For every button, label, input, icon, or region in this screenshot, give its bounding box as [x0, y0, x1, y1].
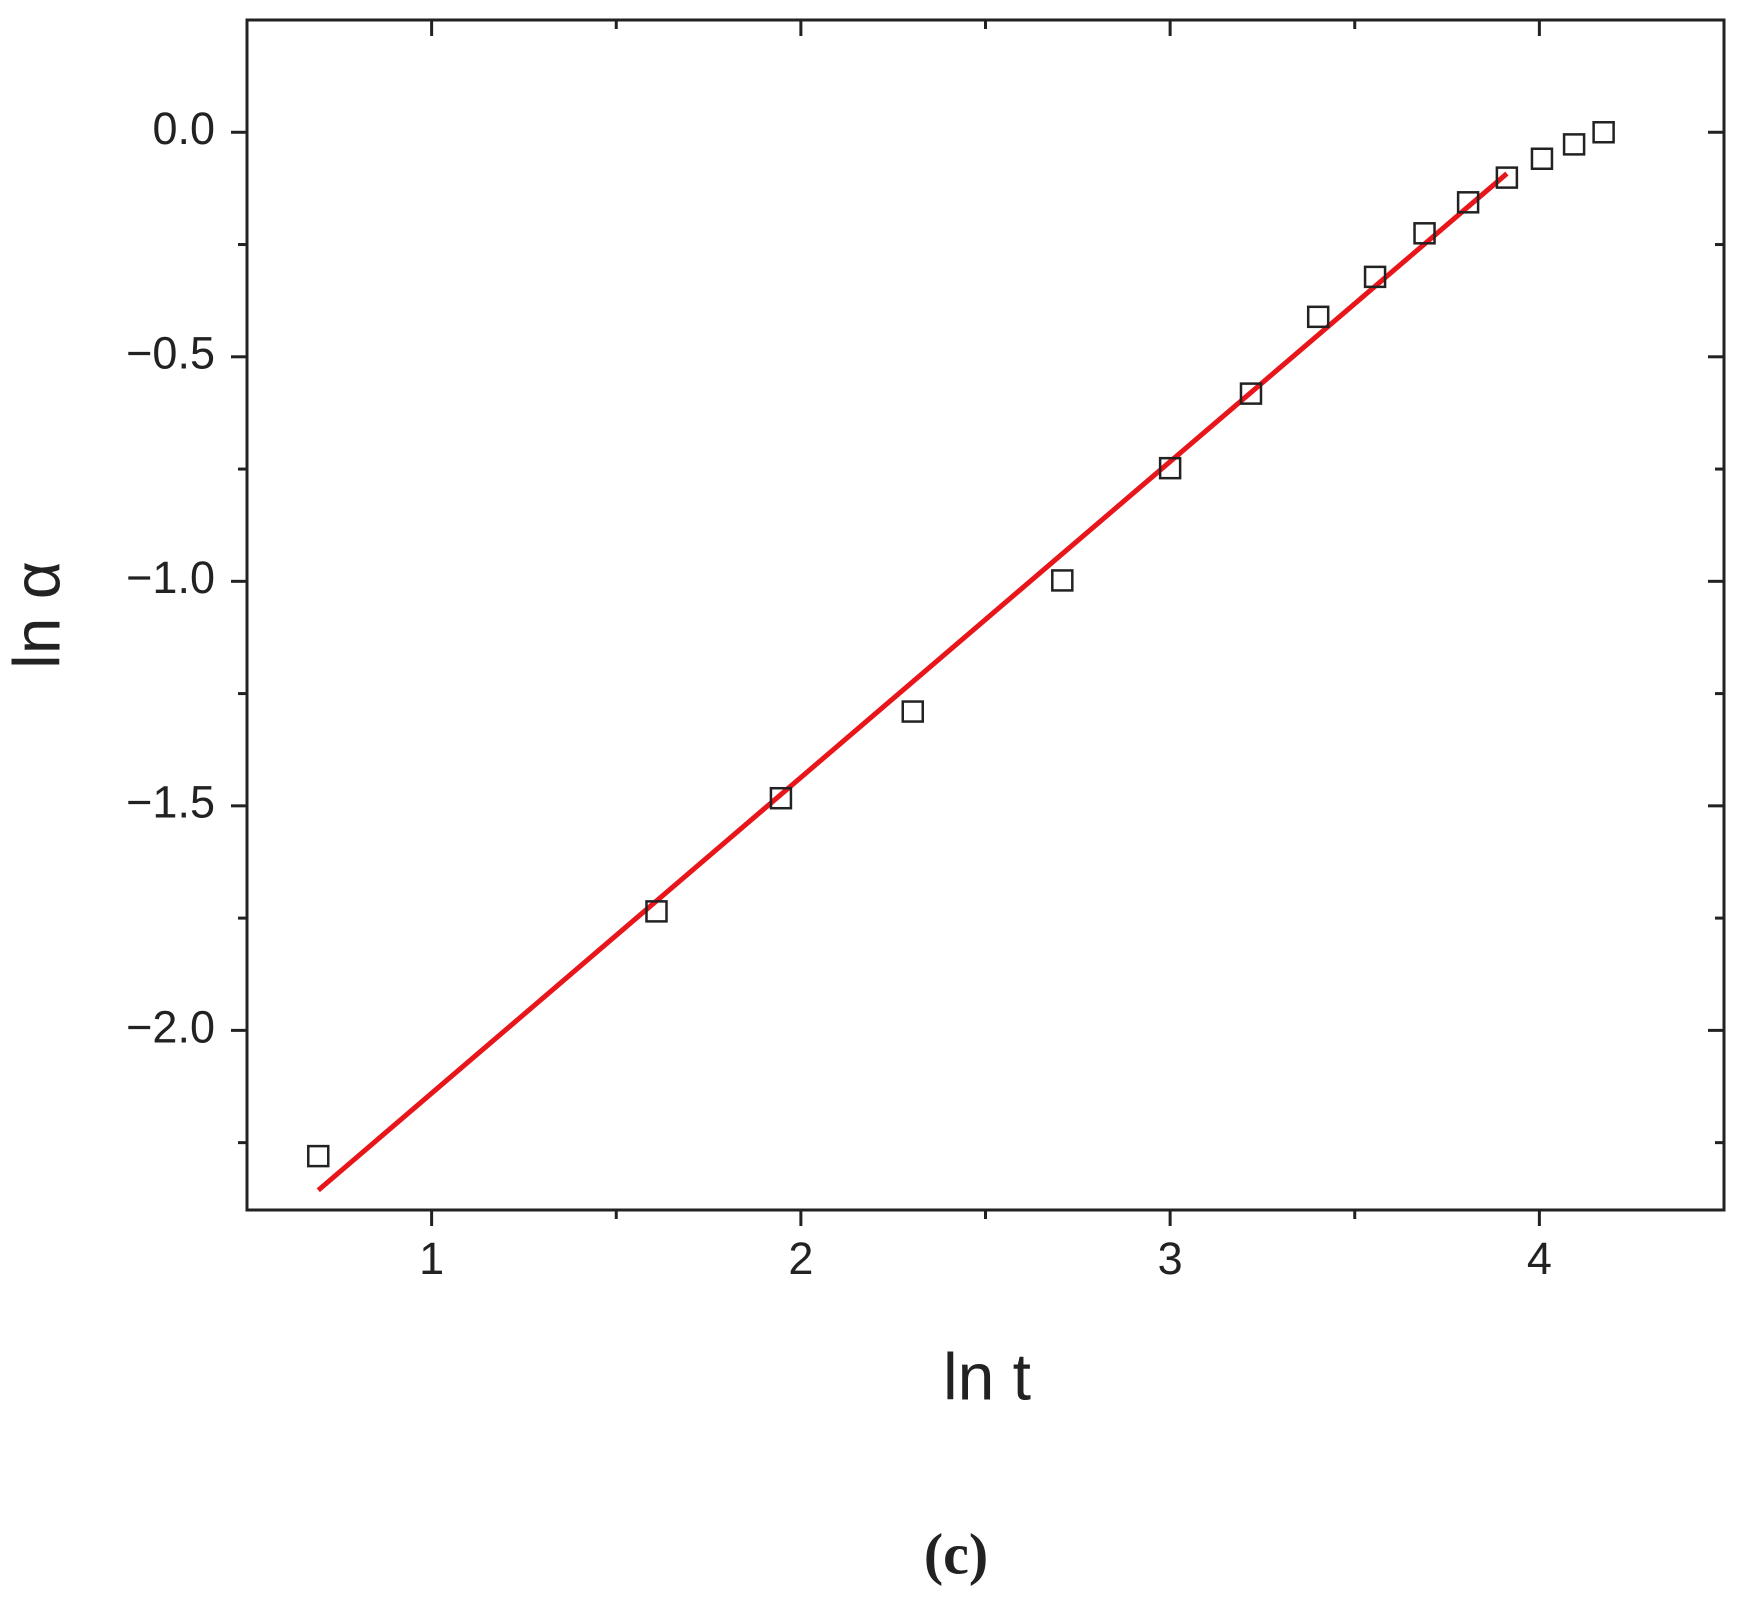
y-tick-label: −1.5: [126, 777, 215, 828]
x-tick-label: 3: [1158, 1233, 1183, 1284]
y-tick-label: −0.5: [126, 328, 215, 379]
point: [1495, 166, 1519, 189]
y-tick-label: −1.0: [126, 552, 215, 603]
point: [645, 900, 668, 923]
point: [769, 786, 793, 810]
point: [901, 700, 925, 723]
x-tick-label: 4: [1527, 1233, 1552, 1284]
y-tick-label: 0.0: [152, 103, 215, 154]
x-tick-label: 1: [419, 1233, 444, 1284]
point: [1530, 147, 1554, 171]
y-tick-label: −2.0: [126, 1001, 215, 1052]
point: [1413, 222, 1436, 245]
x-axis-title: ln t: [943, 1339, 1031, 1413]
point: [1051, 569, 1074, 592]
point: [1456, 191, 1480, 214]
x-tick-label: 2: [788, 1233, 813, 1284]
point: [1562, 133, 1586, 156]
fit-line: [316, 171, 1509, 1193]
y-axis-title: ln α: [0, 561, 73, 669]
point: [1158, 456, 1182, 480]
point: [1239, 382, 1263, 405]
point: [1306, 305, 1330, 329]
plot-frame: [245, 18, 1726, 1212]
point: [1363, 265, 1387, 289]
point: [1592, 121, 1615, 144]
caption: (c): [924, 1521, 988, 1586]
point: [307, 1144, 330, 1168]
